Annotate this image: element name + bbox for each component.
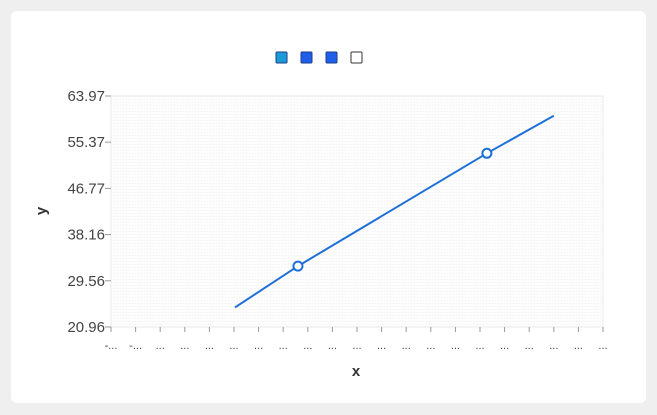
y-tick-label: 38.16 — [67, 227, 105, 244]
x-tick-label: ... — [279, 340, 288, 352]
x-tick-label: ... — [328, 340, 337, 352]
chart-legend — [275, 51, 363, 64]
y-axis-ticks: 20.96 29.56 38.16 46.77 55.37 63.97 — [67, 88, 111, 336]
y-tick-label: 63.97 — [67, 88, 105, 105]
series-line — [234, 114, 555, 309]
x-tick-label: -... — [105, 340, 118, 352]
data-point — [481, 147, 493, 159]
series-group — [234, 114, 555, 309]
x-tick-label: ... — [451, 340, 460, 352]
legend-swatch — [325, 51, 338, 64]
x-axis-label: x — [352, 363, 361, 380]
x-tick-label: ... — [205, 340, 214, 352]
x-axis-ticks: -... -...................................… — [105, 327, 608, 352]
x-tick-label: ... — [525, 340, 534, 352]
x-tick-label: ... — [426, 340, 435, 352]
x-tick-label: ... — [229, 340, 238, 352]
x-tick-label: ... — [254, 340, 263, 352]
legend-swatch — [350, 51, 363, 64]
y-axis-label: y — [33, 206, 50, 215]
legend-swatch — [275, 51, 288, 64]
x-tick-label: ... — [598, 340, 607, 352]
x-tick-label: -... — [129, 340, 142, 352]
y-tick-label: 55.37 — [67, 134, 105, 151]
y-tick-label: 29.56 — [67, 273, 105, 290]
x-tick-label: ... — [377, 340, 386, 352]
x-tick-label: ... — [574, 340, 583, 352]
y-tick-label: 46.77 — [67, 180, 105, 197]
x-tick-label: ... — [402, 340, 411, 352]
x-tick-label: ... — [500, 340, 509, 352]
x-tick-label: ... — [475, 340, 484, 352]
x-tick-label: ... — [549, 340, 558, 352]
x-tick-label: ... — [303, 340, 312, 352]
data-point — [292, 260, 304, 272]
x-tick-label: ... — [156, 340, 165, 352]
legend-swatch — [300, 51, 313, 64]
x-tick-label: ... — [180, 340, 189, 352]
y-tick-label: 20.96 — [67, 319, 105, 336]
x-tick-label: ... — [352, 340, 361, 352]
